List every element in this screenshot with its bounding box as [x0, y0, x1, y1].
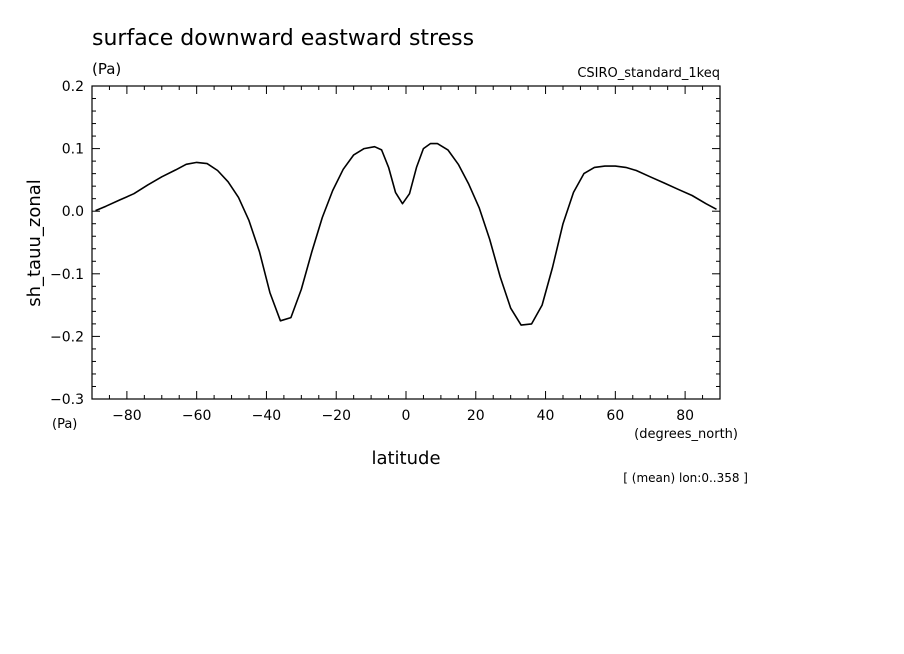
x-tick-label: 40 [537, 408, 555, 424]
x-axis-tick-labels: −80 −60 −40 −20 0 20 40 60 80 [112, 408, 694, 424]
x-tick-label: 0 [402, 408, 411, 424]
y-tick-label: 0.1 [62, 142, 84, 158]
chart-subtitle-right: CSIRO_standard_1keq [577, 66, 720, 81]
y-tick-label: −0.1 [50, 267, 84, 283]
x-axis-units: (degrees_north) [634, 427, 738, 442]
y-axis-tick-labels: −0.3 −0.2 −0.1 0.0 0.1 0.2 [50, 79, 84, 408]
x-axis-label: latitude [371, 448, 440, 469]
y-tick-label: −0.3 [50, 392, 84, 408]
x-axis-ticks [91, 86, 721, 399]
y-tick-label: 0.2 [62, 79, 84, 95]
x-tick-label: 80 [676, 408, 694, 424]
series-line [95, 142, 717, 326]
x-tick-label: −40 [252, 408, 282, 424]
y-tick-label: −0.2 [50, 329, 84, 345]
x-tick-label: −20 [321, 408, 351, 424]
y-axis-units: (Pa) [52, 417, 77, 432]
y-axis-ticks [92, 85, 720, 400]
x-tick-label: 20 [467, 408, 485, 424]
chart-title: surface downward eastward stress [92, 26, 474, 51]
y-axis-label: sh_tauu_zonal [24, 179, 45, 307]
x-tick-label: −80 [112, 408, 142, 424]
x-tick-label: 60 [606, 408, 624, 424]
y-tick-label: 0.0 [62, 204, 84, 220]
footnote: [ (mean) lon:0..358 ] [623, 471, 748, 485]
x-tick-label: −60 [182, 408, 212, 424]
chart-title-units: (Pa) [92, 60, 121, 78]
plot-frame [91, 85, 721, 400]
